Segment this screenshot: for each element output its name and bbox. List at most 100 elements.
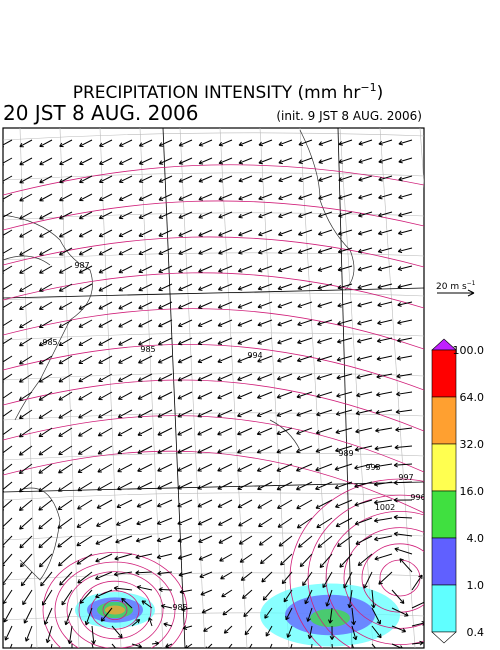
wind-arrow bbox=[265, 625, 273, 637]
wind-arrow bbox=[354, 481, 373, 489]
wind-arrow bbox=[91, 625, 96, 645]
wind-arrow bbox=[95, 535, 113, 545]
isobar bbox=[3, 164, 424, 196]
wind-arrow bbox=[111, 643, 117, 648]
wind-arrow bbox=[137, 391, 153, 400]
wind-arrow bbox=[78, 427, 93, 437]
wind-arrow bbox=[160, 603, 173, 609]
wind-arrow bbox=[357, 301, 373, 308]
wind-arrow bbox=[157, 373, 173, 382]
wind-arrow bbox=[278, 211, 293, 219]
precip-area bbox=[105, 605, 125, 615]
wind-arrow bbox=[218, 535, 233, 544]
wind-arrow bbox=[59, 571, 73, 586]
wind-arrow bbox=[38, 499, 53, 511]
wind-arrow bbox=[317, 229, 333, 236]
wind-arrow bbox=[277, 517, 293, 528]
wind-arrow bbox=[131, 643, 143, 648]
wind-arrow bbox=[198, 139, 213, 147]
wind-arrow bbox=[78, 337, 93, 346]
wind-arrow bbox=[118, 193, 133, 202]
wind-arrow bbox=[306, 607, 313, 622]
wind-arrow bbox=[157, 463, 173, 472]
wind-arrow bbox=[237, 391, 253, 400]
wind-arrow bbox=[373, 517, 393, 523]
wind-arrow bbox=[358, 175, 373, 182]
wind-arrow bbox=[335, 409, 353, 416]
wind-arrow bbox=[137, 481, 153, 490]
wind-arrow bbox=[298, 157, 313, 164]
wind-arrow bbox=[137, 427, 153, 436]
wind-arrow bbox=[377, 229, 393, 236]
wind-arrow bbox=[257, 337, 273, 345]
wind-arrow bbox=[135, 535, 153, 543]
wind-arrow bbox=[78, 265, 93, 274]
wind-arrow bbox=[318, 211, 333, 218]
isobar bbox=[3, 272, 424, 309]
wind-arrow bbox=[316, 391, 333, 399]
wind-arrow bbox=[256, 445, 273, 454]
wind-arrow bbox=[19, 139, 33, 148]
wind-arrow bbox=[95, 571, 113, 581]
wind-arrow bbox=[38, 463, 53, 474]
wind-arrow bbox=[118, 301, 133, 310]
wind-arrow bbox=[296, 391, 313, 399]
wind-arrow bbox=[50, 643, 53, 648]
wind-arrow bbox=[218, 211, 233, 219]
wind-arrow bbox=[198, 553, 213, 561]
wind-arrow bbox=[78, 373, 93, 383]
wind-arrow bbox=[278, 229, 293, 237]
wind-arrow bbox=[316, 517, 333, 529]
wind-arrow bbox=[299, 553, 313, 568]
wind-arrow bbox=[59, 211, 73, 220]
wind-arrow bbox=[411, 621, 424, 627]
wind-arrow bbox=[157, 409, 173, 418]
wind-arrow bbox=[256, 391, 273, 399]
wind-arrow bbox=[298, 175, 313, 182]
contour-label: 985 bbox=[140, 345, 155, 354]
wind-arrow bbox=[38, 535, 53, 549]
wind-arrow bbox=[19, 517, 33, 530]
wind-arrow bbox=[354, 463, 373, 470]
wind-arrow bbox=[19, 535, 33, 549]
wind-arrow bbox=[158, 139, 173, 147]
wind-arrow bbox=[58, 337, 73, 347]
wind-arrow bbox=[237, 427, 253, 436]
wind-arrow bbox=[19, 319, 33, 329]
wind-arrow bbox=[298, 193, 313, 200]
isobar bbox=[343, 527, 424, 629]
wind-arrow bbox=[38, 301, 53, 310]
wind-arrow bbox=[296, 517, 313, 529]
wind-arrow bbox=[393, 462, 413, 468]
wind-arrow bbox=[9, 643, 13, 648]
isobar bbox=[307, 494, 424, 648]
wind-arrow bbox=[318, 175, 333, 182]
wind-arrow bbox=[117, 409, 133, 419]
wind-arrow bbox=[78, 409, 93, 419]
wind-arrow bbox=[397, 265, 413, 272]
wind-arrow bbox=[19, 193, 33, 202]
wind-arrow bbox=[58, 229, 73, 238]
wind-arrow bbox=[296, 499, 313, 510]
wind-arrow bbox=[322, 571, 333, 589]
wind-legend-text: 20 m s−1 bbox=[436, 280, 476, 292]
wind-arrow bbox=[217, 499, 233, 508]
graticule bbox=[3, 492, 424, 501]
wind-arrow bbox=[197, 445, 213, 454]
wind-arrow bbox=[374, 535, 393, 542]
wind-arrow bbox=[217, 391, 233, 400]
wind-arrow bbox=[318, 193, 333, 200]
wind-arrow bbox=[398, 211, 413, 218]
wind-arrow bbox=[377, 319, 393, 326]
wind-arrow bbox=[3, 283, 13, 292]
wind-arrow bbox=[198, 247, 213, 255]
wind-arrow bbox=[97, 481, 113, 491]
wind-arrow bbox=[393, 514, 413, 520]
wind-arrow bbox=[137, 445, 153, 454]
color-box bbox=[431, 490, 457, 539]
wind-arrow bbox=[335, 517, 353, 528]
wind-arrow bbox=[237, 337, 253, 345]
wind-arrow bbox=[376, 391, 393, 397]
wind-arrow bbox=[391, 643, 403, 648]
